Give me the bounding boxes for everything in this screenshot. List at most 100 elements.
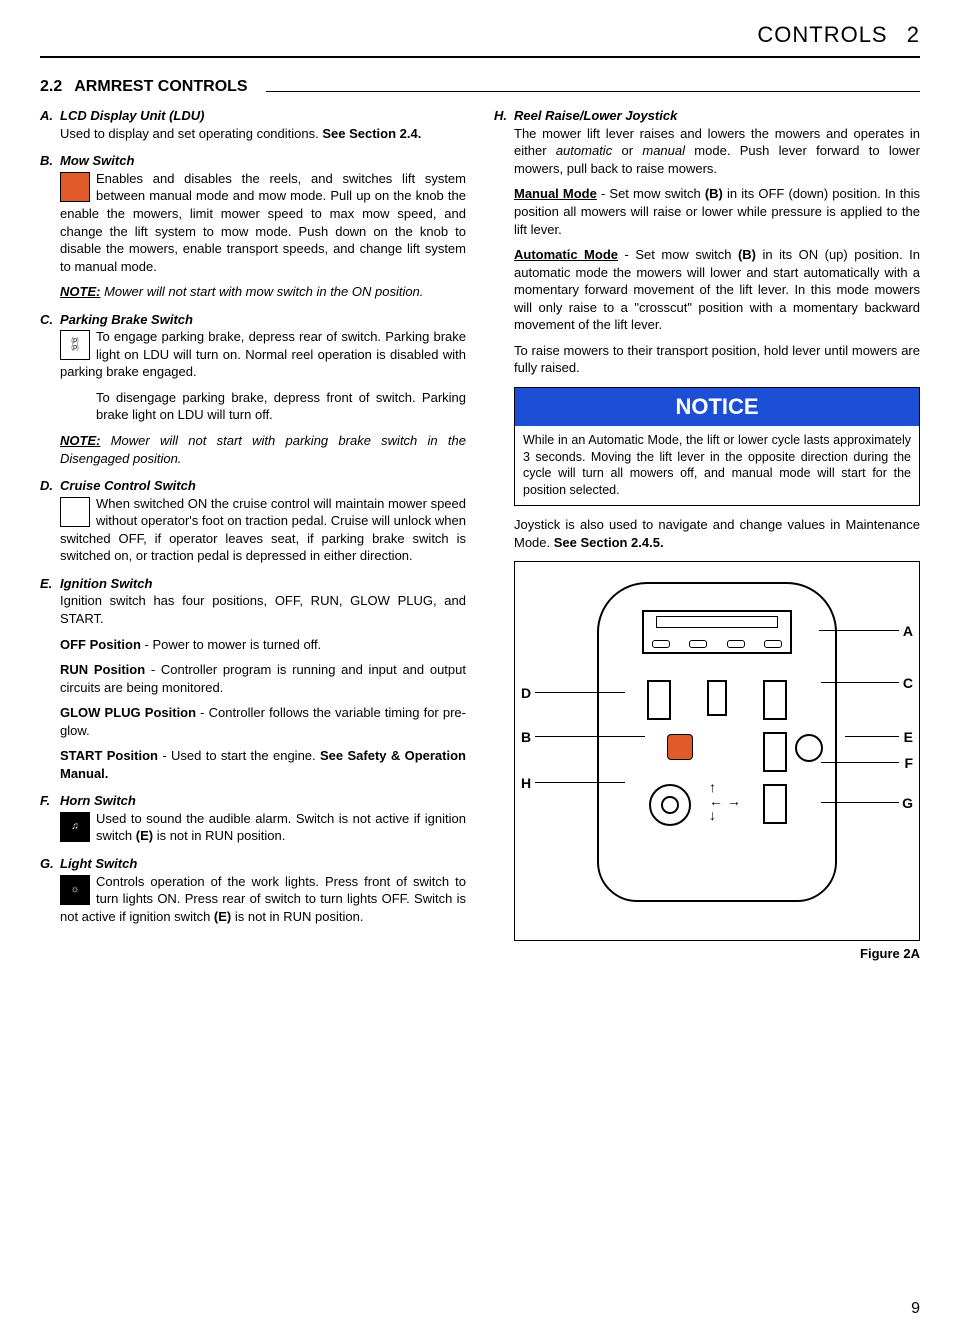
- glow-head: GLOW PLUG Position: [60, 705, 196, 720]
- brake-switch-icon: ⒫⒫: [60, 330, 90, 360]
- item-c-body: ⒫⒫ To engage parking brake, depress rear…: [60, 328, 466, 424]
- callout-f: F: [904, 754, 913, 773]
- notice-body: While in an Automatic Mode, the lift or …: [515, 426, 919, 506]
- item-h-p1: The mower lift lever raises and lowers t…: [514, 125, 920, 178]
- callout-line-f: [821, 762, 899, 763]
- item-d-p1: When switched ON the cruise control will…: [60, 496, 466, 564]
- joystick-arrows: ↑← →↓: [709, 780, 741, 822]
- item-title-g: Light Switch: [60, 855, 137, 873]
- start-text: - Used to start the engine.: [158, 748, 320, 763]
- item-e-off: OFF Position - Power to mower is turned …: [60, 636, 466, 654]
- note-text-b: Mower will not start with mow switch in …: [104, 284, 423, 299]
- start-head: START Position: [60, 748, 158, 763]
- notice-box: NOTICE While in an Automatic Mode, the l…: [514, 387, 920, 506]
- run-head: RUN Position: [60, 662, 145, 677]
- item-letter-c: C.: [40, 311, 60, 329]
- man-ref: (B): [705, 186, 723, 201]
- item-e-glow: GLOW PLUG Position - Controller follows …: [60, 704, 466, 739]
- callout-b: B: [521, 728, 531, 747]
- mow-knob: [667, 734, 693, 760]
- h-w1: automatic: [556, 143, 612, 158]
- callout-c: C: [903, 674, 913, 693]
- title-underline: [266, 91, 920, 92]
- callout-d: D: [521, 684, 531, 703]
- item-b-p1: Enables and disables the reels, and swit…: [60, 171, 466, 274]
- item-h-raise: To raise mowers to their transport posit…: [514, 342, 920, 377]
- item-b-text: Enables and disables the reels, and swit…: [60, 170, 466, 275]
- right-column: H. Reel Raise/Lower Joystick The mower l…: [494, 107, 920, 962]
- item-letter-a: A.: [40, 107, 60, 125]
- item-c-note: NOTE: Mower will not start with parking …: [60, 432, 466, 467]
- item-d-text: When switched ON the cruise control will…: [60, 495, 466, 565]
- off-text: - Power to mower is turned off.: [141, 637, 321, 652]
- callout-line-e: [845, 736, 899, 737]
- man-head: Manual Mode: [514, 186, 597, 201]
- callout-line-g: [821, 802, 899, 803]
- note-label-b: NOTE:: [60, 284, 100, 299]
- item-e: E. Ignition Switch Ignition switch has f…: [40, 575, 466, 782]
- figure-2a-frame: ↑← →↓ A C D B E F H G: [514, 561, 920, 941]
- item-c-p1: To engage parking brake, depress rear of…: [60, 328, 466, 381]
- section-number: 2.2: [40, 76, 62, 98]
- item-b-note: NOTE: Mower will not start with mow swit…: [60, 283, 466, 301]
- item-h-body: The mower lift lever raises and lowers t…: [514, 125, 920, 377]
- item-h-auto: Automatic Mode - Set mow switch (B) in i…: [514, 246, 920, 334]
- notice-header: NOTICE: [515, 388, 919, 426]
- joystick-maint-note: Joystick is also used to navigate and ch…: [514, 516, 920, 551]
- item-letter-e: E.: [40, 575, 60, 593]
- item-e-intro: Ignition switch has four positions, OFF,…: [60, 592, 466, 627]
- rocker-d: [647, 680, 671, 720]
- item-title-c: Parking Brake Switch: [60, 311, 193, 329]
- cruise-switch-icon: [60, 497, 90, 527]
- note-label-c: NOTE:: [60, 433, 100, 448]
- item-a: A. LCD Display Unit (LDU) Used to displa…: [40, 107, 466, 142]
- h-p1b: or: [612, 143, 642, 158]
- callout-line-d: [535, 692, 625, 693]
- man-t1: - Set mow switch: [597, 186, 705, 201]
- note-text-c: Mower will not start with parking brake …: [60, 433, 466, 466]
- callout-line-h: [535, 782, 625, 783]
- item-g: G. Light Switch ☼ Controls operation of …: [40, 855, 466, 925]
- item-letter-h: H.: [494, 107, 514, 125]
- lcd-display: [642, 610, 792, 654]
- item-letter-b: B.: [40, 152, 60, 170]
- lcd-buttons: [652, 640, 782, 648]
- item-f-text: ♫ Used to sound the audible alarm. Switc…: [60, 810, 466, 845]
- item-e-start: START Position - Used to start the engin…: [60, 747, 466, 782]
- joystick-inner: [661, 796, 679, 814]
- section-title: 2.2 ARMREST CONTROLS: [40, 76, 920, 98]
- mow-switch-icon: [60, 172, 90, 202]
- item-a-text: Used to display and set operating condit…: [60, 125, 466, 143]
- item-letter-d: D.: [40, 477, 60, 495]
- see-ref-24: See Section 2.4.: [322, 126, 421, 141]
- item-d: D. Cruise Control Switch When switched O…: [40, 477, 466, 565]
- header-title: CONTROLS: [757, 22, 887, 47]
- callout-line-a: [819, 630, 899, 631]
- callout-line-b: [535, 736, 645, 737]
- content-columns: A. LCD Display Unit (LDU) Used to displa…: [40, 107, 920, 962]
- rocker-g: [763, 784, 787, 824]
- section-heading: ARMREST CONTROLS: [74, 76, 247, 98]
- auto-head: Automatic Mode: [514, 247, 618, 262]
- h-w2: manual: [642, 143, 685, 158]
- auto-t1: - Set mow switch: [618, 247, 738, 262]
- lcd-screen: [656, 616, 778, 628]
- callout-g: G: [902, 794, 913, 813]
- armrest-panel: ↑← →↓: [597, 582, 837, 902]
- header-chapter: 2: [907, 22, 920, 47]
- light-switch-icon: ☼: [60, 875, 90, 905]
- item-g-p1b: is not in RUN position.: [231, 909, 363, 924]
- callout-e: E: [904, 728, 913, 747]
- item-c-p2: To disengage parking brake, depress fron…: [96, 389, 466, 424]
- ignition-key: [795, 734, 823, 762]
- item-h: H. Reel Raise/Lower Joystick The mower l…: [494, 107, 920, 377]
- joy-note-ref: See Section 2.4.5.: [554, 535, 664, 550]
- rocker-c: [763, 680, 787, 720]
- item-g-text: ☼ Controls operation of the work lights.…: [60, 873, 466, 926]
- item-f-p1b: is not in RUN position.: [153, 828, 285, 843]
- page-header: CONTROLS 2: [40, 20, 920, 58]
- item-f-ref: (E): [136, 828, 153, 843]
- item-letter-g: G.: [40, 855, 60, 873]
- auto-ref: (B): [738, 247, 756, 262]
- callout-a: A: [903, 622, 913, 641]
